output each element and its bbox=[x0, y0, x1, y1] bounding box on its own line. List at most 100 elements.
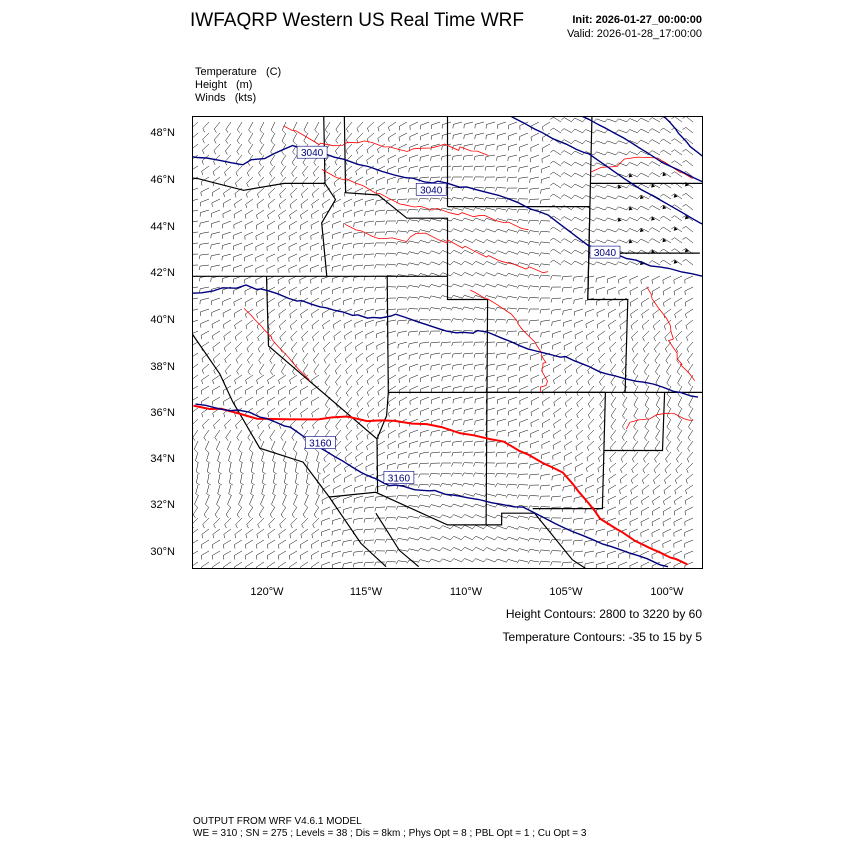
wind-barb bbox=[472, 272, 485, 277]
wind-barb bbox=[223, 187, 232, 198]
wind-barb bbox=[289, 220, 298, 230]
wind-barb bbox=[452, 407, 463, 415]
wind-barb bbox=[222, 297, 232, 306]
wind-barb bbox=[575, 352, 584, 363]
wind-barb bbox=[666, 407, 672, 420]
wind-barb bbox=[584, 517, 595, 524]
wind-barb bbox=[684, 297, 694, 307]
wind-barb bbox=[201, 374, 210, 385]
wind-barb bbox=[541, 429, 551, 439]
wind-barb bbox=[245, 539, 254, 549]
wind-barb bbox=[332, 198, 342, 208]
wind-barb bbox=[335, 396, 342, 408]
wind-barb bbox=[363, 264, 375, 270]
wind-barb bbox=[551, 330, 562, 338]
wind-barb bbox=[374, 506, 386, 512]
wind-barb bbox=[618, 539, 628, 548]
wind-barb bbox=[552, 341, 562, 350]
wind-barb bbox=[278, 528, 287, 539]
wind-barb bbox=[192, 539, 199, 544]
wind-barb bbox=[622, 407, 628, 420]
wind-barb bbox=[310, 242, 320, 251]
wind-barb bbox=[221, 275, 232, 283]
wind-barb bbox=[321, 550, 331, 559]
wind-barb bbox=[345, 363, 353, 375]
wind-barb bbox=[385, 561, 397, 566]
wind-barb bbox=[484, 176, 496, 181]
wind-barb bbox=[664, 330, 672, 342]
wind-barb bbox=[395, 516, 408, 521]
wind-barb bbox=[374, 231, 386, 237]
wind-barb bbox=[417, 284, 430, 289]
wind-barb bbox=[495, 176, 507, 182]
wind-barb bbox=[540, 176, 551, 184]
wind-barb bbox=[257, 187, 265, 198]
wind-barb bbox=[439, 514, 452, 519]
wind-barb bbox=[192, 550, 199, 555]
wind-barb bbox=[552, 352, 562, 362]
wind-barb bbox=[666, 418, 672, 431]
wind-barb bbox=[463, 407, 474, 415]
wind-barb bbox=[395, 285, 408, 290]
wind-barb bbox=[462, 451, 474, 457]
wind-barb bbox=[452, 132, 463, 140]
wind-barb bbox=[429, 319, 441, 324]
wind-barb bbox=[615, 118, 628, 123]
wind-barb bbox=[527, 285, 540, 290]
wind-barb bbox=[324, 363, 331, 375]
wind-barb bbox=[345, 374, 353, 386]
wind-barb bbox=[258, 165, 265, 177]
wind-barb bbox=[452, 396, 463, 404]
wind-barb bbox=[484, 440, 496, 447]
wind-barb bbox=[366, 363, 375, 374]
wind-barb bbox=[572, 561, 584, 568]
wind-barb bbox=[398, 407, 408, 417]
wind-barb bbox=[417, 515, 430, 519]
wind-barb bbox=[311, 561, 320, 569]
wind-barb bbox=[642, 462, 650, 474]
wind-barb bbox=[574, 319, 584, 328]
wind-barb bbox=[505, 525, 518, 530]
wind-barb bbox=[462, 341, 474, 346]
wind-barb bbox=[474, 385, 485, 393]
state-boundary bbox=[321, 116, 337, 277]
lat-tick-label: 42°N bbox=[150, 267, 175, 279]
wind-barb bbox=[519, 363, 529, 371]
wind-barb bbox=[607, 286, 617, 295]
wind-barb bbox=[201, 154, 210, 165]
wind-barb bbox=[607, 495, 617, 505]
wind-barb bbox=[192, 528, 199, 539]
wind-barb bbox=[485, 132, 496, 140]
wind-barb bbox=[332, 495, 342, 504]
wind-barb bbox=[395, 241, 408, 246]
wind-barb bbox=[223, 341, 232, 352]
wind-barb bbox=[202, 418, 210, 430]
wind-barb bbox=[398, 374, 408, 384]
wind-barb bbox=[530, 418, 540, 427]
wind-barb bbox=[289, 319, 298, 330]
wind-barb bbox=[267, 220, 276, 230]
wind-barb bbox=[615, 206, 628, 211]
wind-barb bbox=[246, 517, 254, 529]
state-boundary bbox=[343, 116, 449, 277]
wind-barb bbox=[637, 172, 650, 178]
wind-barb bbox=[300, 308, 309, 319]
wind-barb bbox=[363, 528, 375, 534]
wind-barb bbox=[519, 396, 529, 405]
wind-barb bbox=[632, 352, 639, 364]
wind-barb bbox=[244, 275, 254, 284]
wind-barb bbox=[615, 195, 628, 200]
wind-barb bbox=[376, 330, 386, 339]
wind-barb bbox=[629, 286, 639, 296]
wind-barb bbox=[212, 176, 221, 187]
wind-barb bbox=[430, 429, 441, 437]
wind-barb bbox=[257, 517, 265, 529]
wind-barb bbox=[277, 550, 287, 560]
wind-barb bbox=[505, 547, 518, 552]
wind-barb bbox=[593, 217, 606, 222]
wind-barb bbox=[407, 462, 419, 469]
wind-barb bbox=[310, 231, 320, 240]
wind-barb bbox=[494, 272, 507, 277]
wind-barb bbox=[387, 143, 397, 153]
wind-barb bbox=[472, 306, 485, 311]
